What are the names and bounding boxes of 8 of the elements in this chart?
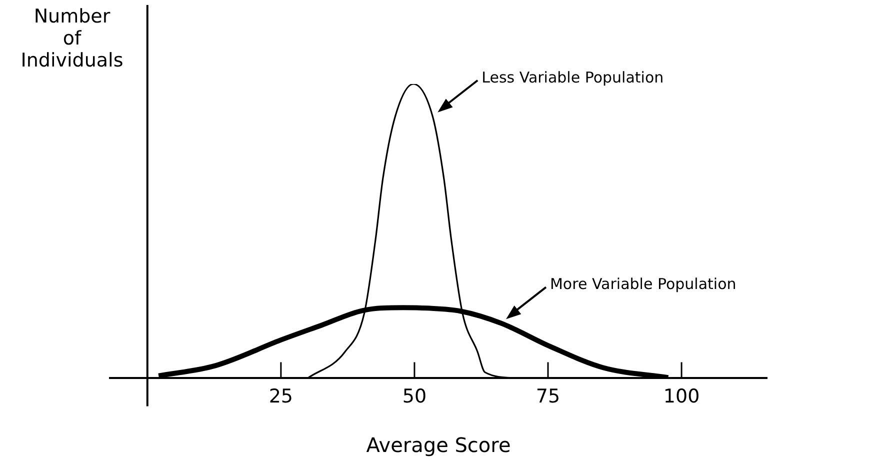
x-axis-title: Average Score — [366, 433, 511, 458]
text: More Variable Population — [550, 275, 736, 294]
x-tick-label: 50 — [402, 386, 427, 408]
x-tick-label: 100 — [663, 386, 700, 408]
x-tick-label: 25 — [268, 386, 294, 408]
x-tick-label: 75 — [536, 386, 560, 408]
y-axis-title: Number of Individuals — [20, 5, 124, 72]
text: Less Variable Population — [482, 68, 664, 86]
